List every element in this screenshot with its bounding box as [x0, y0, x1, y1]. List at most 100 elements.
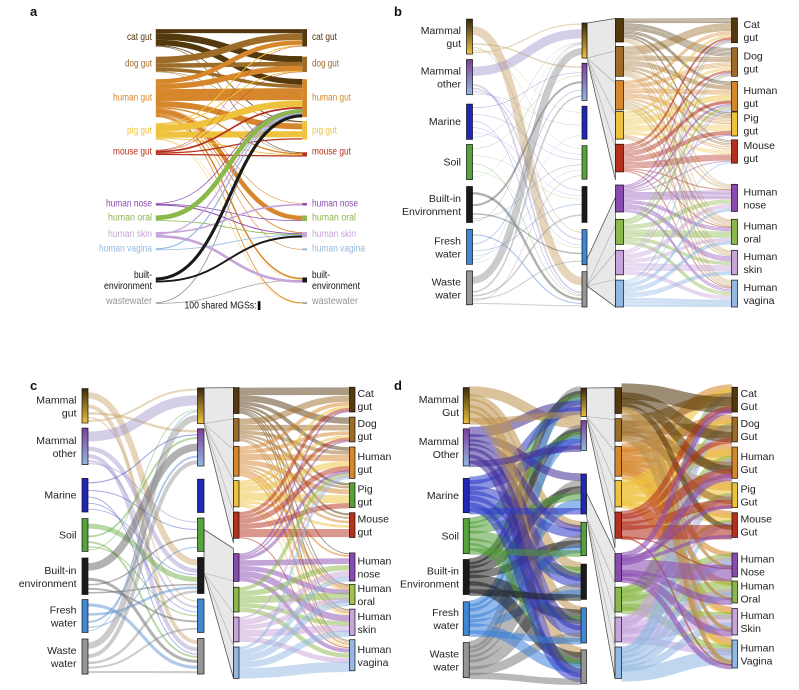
- svg-text:human vagina: human vagina: [312, 244, 365, 255]
- svg-text:Pig: Pig: [358, 484, 373, 496]
- svg-text:dog gut: dog gut: [125, 59, 152, 70]
- svg-text:gut: gut: [446, 38, 461, 50]
- svg-text:Human: Human: [744, 282, 778, 294]
- svg-text:gut: gut: [744, 126, 759, 138]
- svg-text:mouse gut: mouse gut: [312, 147, 351, 158]
- svg-text:Human: Human: [744, 186, 778, 198]
- svg-text:environment: environment: [19, 578, 77, 590]
- svg-text:Mammal: Mammal: [36, 435, 76, 447]
- svg-text:vagina: vagina: [744, 295, 775, 307]
- svg-text:Human: Human: [358, 644, 392, 656]
- svg-text:d: d: [394, 378, 402, 393]
- svg-text:Marine: Marine: [429, 116, 461, 128]
- svg-text:Other: Other: [433, 449, 460, 461]
- svg-text:Mammal: Mammal: [419, 436, 459, 448]
- svg-text:a: a: [30, 4, 38, 19]
- svg-text:b: b: [394, 4, 402, 19]
- svg-text:Gut: Gut: [741, 431, 758, 443]
- svg-text:vagina: vagina: [358, 657, 389, 669]
- svg-text:gut: gut: [744, 153, 759, 165]
- svg-text:Human: Human: [744, 251, 778, 263]
- svg-text:dog gut: dog gut: [312, 59, 339, 70]
- svg-text:skin: skin: [744, 264, 763, 276]
- svg-text:environment: environment: [312, 281, 360, 292]
- svg-text:Oral: Oral: [741, 594, 761, 606]
- svg-text:Nose: Nose: [741, 567, 766, 579]
- svg-text:Mammal: Mammal: [419, 394, 459, 406]
- svg-text:Dog: Dog: [358, 418, 377, 430]
- svg-text:Pig: Pig: [744, 113, 759, 125]
- svg-text:Soil: Soil: [441, 531, 459, 543]
- svg-text:environment: environment: [104, 281, 152, 292]
- svg-text:Environment: Environment: [402, 206, 461, 218]
- svg-text:Soil: Soil: [443, 157, 461, 169]
- svg-text:Built-in: Built-in: [427, 566, 459, 578]
- svg-text:Dog: Dog: [744, 51, 763, 63]
- svg-text:gut: gut: [358, 401, 373, 413]
- svg-text:Mouse: Mouse: [358, 514, 390, 526]
- svg-text:Human: Human: [741, 554, 775, 566]
- svg-text:human skin: human skin: [108, 229, 152, 240]
- svg-text:built-: built-: [312, 270, 330, 281]
- svg-text:gut: gut: [358, 497, 373, 509]
- svg-text:water: water: [434, 248, 461, 260]
- svg-text:Human: Human: [358, 451, 392, 463]
- svg-text:Marine: Marine: [44, 490, 76, 502]
- svg-text:Waste: Waste: [47, 645, 77, 657]
- svg-text:Mammal: Mammal: [421, 66, 461, 78]
- svg-text:gut: gut: [744, 64, 759, 76]
- svg-text:Gut: Gut: [741, 527, 758, 539]
- svg-text:cat gut: cat gut: [127, 32, 152, 43]
- svg-text:Vagina: Vagina: [741, 656, 773, 668]
- svg-text:Fresh: Fresh: [432, 607, 459, 619]
- svg-text:Human: Human: [741, 581, 775, 593]
- svg-text:other: other: [437, 79, 461, 91]
- svg-text:Gut: Gut: [442, 407, 459, 419]
- svg-text:c: c: [30, 378, 37, 393]
- svg-text:human nose: human nose: [106, 199, 152, 210]
- svg-text:oral: oral: [744, 233, 762, 245]
- svg-text:oral: oral: [358, 596, 376, 608]
- svg-text:100 shared MGSs:: 100 shared MGSs:: [185, 301, 257, 312]
- svg-text:Human: Human: [741, 451, 775, 463]
- svg-text:gut: gut: [62, 407, 77, 419]
- svg-text:other: other: [53, 448, 77, 460]
- svg-text:gut: gut: [744, 98, 759, 110]
- svg-text:Mouse: Mouse: [744, 140, 776, 152]
- svg-text:Human: Human: [741, 610, 775, 622]
- svg-text:Mammal: Mammal: [421, 25, 461, 37]
- svg-text:Human: Human: [358, 611, 392, 623]
- svg-text:Human: Human: [741, 643, 775, 655]
- svg-text:gut: gut: [358, 431, 373, 443]
- svg-text:nose: nose: [358, 569, 381, 581]
- svg-text:wastewater: wastewater: [311, 296, 359, 307]
- svg-text:cat gut: cat gut: [312, 32, 337, 43]
- svg-text:Soil: Soil: [59, 530, 77, 542]
- svg-text:Dog: Dog: [741, 418, 760, 430]
- svg-text:Human: Human: [358, 583, 392, 595]
- svg-text:human oral: human oral: [312, 212, 356, 223]
- svg-text:gut: gut: [744, 32, 759, 44]
- svg-text:human vagina: human vagina: [99, 244, 152, 255]
- svg-text:Gut: Gut: [741, 464, 758, 476]
- svg-text:Environment: Environment: [400, 579, 459, 591]
- svg-text:human skin: human skin: [312, 229, 356, 240]
- svg-text:human gut: human gut: [312, 92, 351, 103]
- svg-text:Pig: Pig: [741, 484, 756, 496]
- svg-text:Cat: Cat: [358, 388, 374, 400]
- svg-text:skin: skin: [358, 624, 377, 636]
- svg-text:water: water: [50, 658, 77, 670]
- svg-text:human gut: human gut: [113, 92, 152, 103]
- svg-text:nose: nose: [744, 199, 767, 211]
- svg-text:Mammal: Mammal: [36, 394, 76, 406]
- svg-text:Human: Human: [358, 556, 392, 568]
- svg-text:built-: built-: [134, 270, 152, 281]
- svg-text:water: water: [434, 289, 461, 301]
- svg-text:gut: gut: [358, 464, 373, 476]
- svg-text:Built-in: Built-in: [429, 193, 461, 205]
- svg-text:Mouse: Mouse: [741, 514, 773, 526]
- svg-text:Marine: Marine: [427, 490, 459, 502]
- svg-text:Gut: Gut: [741, 497, 758, 509]
- svg-text:Skin: Skin: [741, 623, 762, 635]
- svg-text:pig gut: pig gut: [312, 126, 337, 137]
